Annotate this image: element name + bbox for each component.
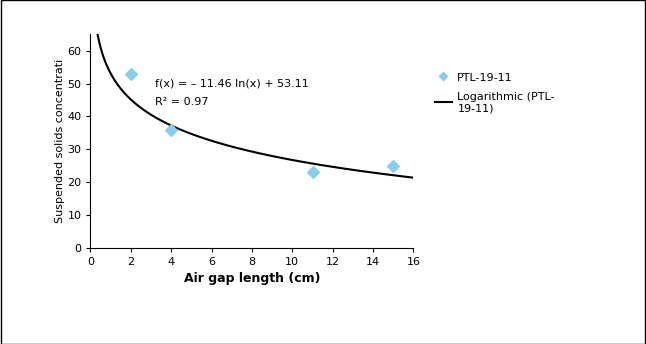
Legend: PTL-19-11, Logarithmic (PTL-
19-11): PTL-19-11, Logarithmic (PTL- 19-11) xyxy=(435,72,555,113)
X-axis label: Air gap length (cm): Air gap length (cm) xyxy=(183,272,320,285)
Point xyxy=(388,163,399,169)
Point xyxy=(166,127,176,132)
Point xyxy=(307,170,318,175)
Point xyxy=(125,71,136,76)
Text: f(x) = – 11.46 ln(x) + 53.11: f(x) = – 11.46 ln(x) + 53.11 xyxy=(155,78,309,88)
Text: R² = 0.97: R² = 0.97 xyxy=(155,97,209,107)
Y-axis label: Suspended solids concentrati: Suspended solids concentrati xyxy=(54,59,65,223)
